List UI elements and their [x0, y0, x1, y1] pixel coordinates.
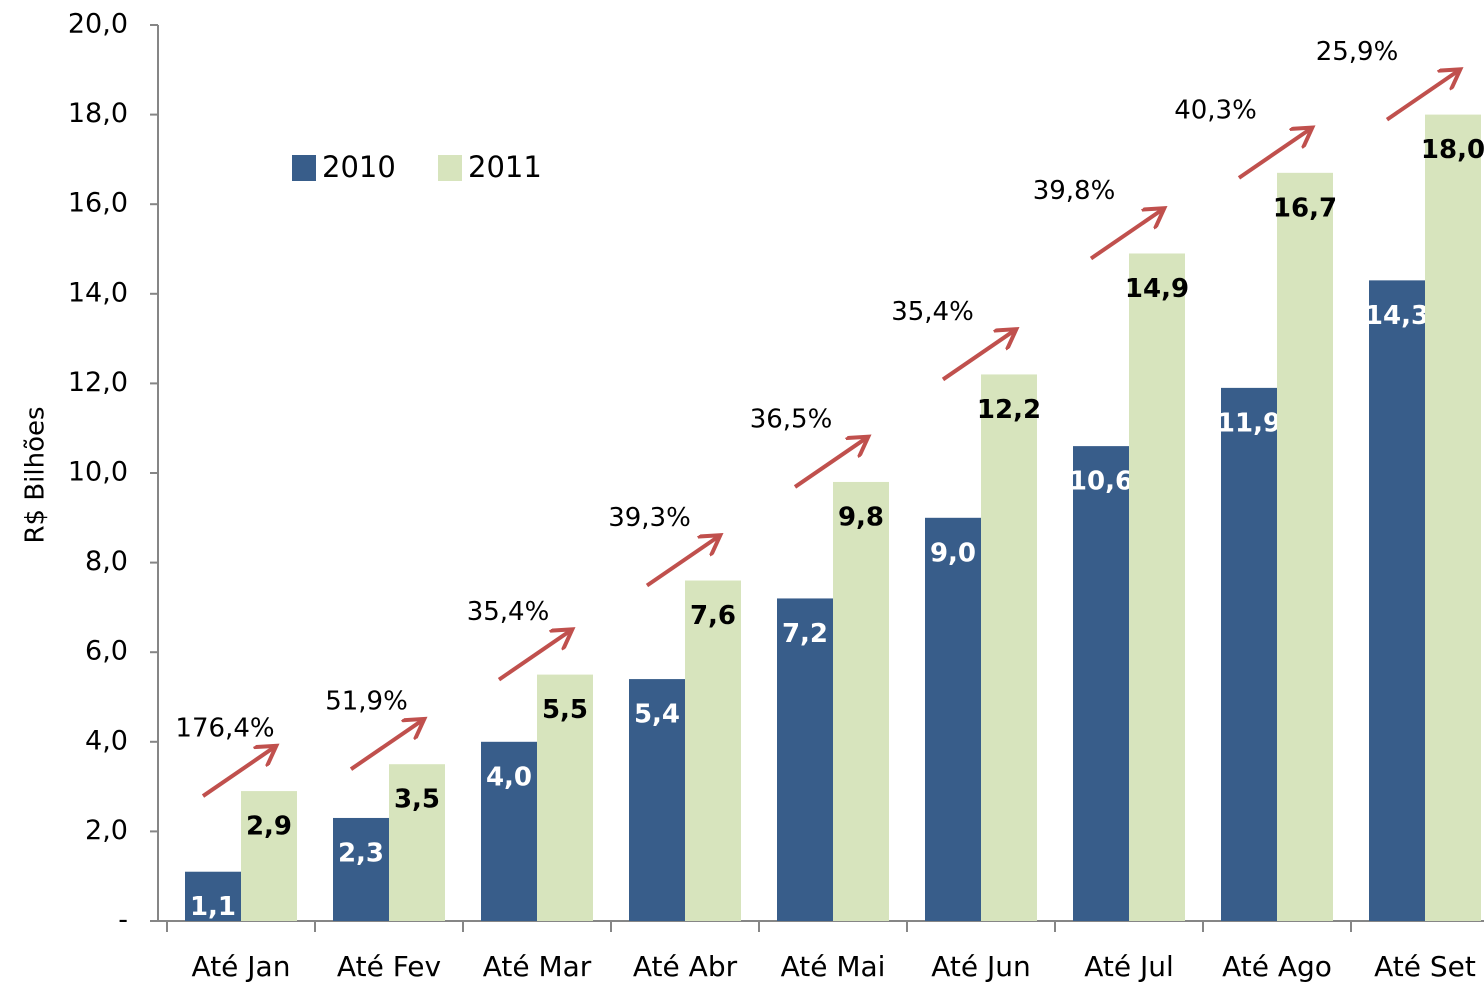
x-tick-label: Até Ago	[1222, 950, 1332, 983]
bar	[389, 764, 445, 921]
x-tick-label: Até Fev	[337, 950, 441, 983]
growth-arrow	[349, 721, 421, 771]
bar	[1073, 446, 1129, 921]
data-label: 12,2	[977, 395, 1041, 425]
data-label: 2,9	[246, 812, 292, 842]
data-label: 2,3	[338, 838, 384, 868]
bar	[685, 580, 741, 921]
bar	[333, 817, 389, 921]
y-tick-label: 12,0	[68, 367, 128, 398]
data-label: 9,8	[838, 502, 884, 532]
y-tick-label: 10,0	[68, 457, 128, 488]
data-label: 7,6	[690, 601, 736, 631]
growth-arrow	[941, 331, 1013, 382]
growth-label: 35,4%	[467, 597, 550, 627]
y-tick-label: 4,0	[85, 725, 128, 756]
data-label: 10,6	[1069, 467, 1133, 497]
y-tick-label: 6,0	[85, 636, 128, 667]
growth-label: 35,4%	[891, 297, 974, 327]
growth-label: 36,5%	[750, 404, 833, 434]
growth-arrow	[1237, 130, 1309, 180]
bar	[481, 741, 537, 921]
legend-label: 2011	[468, 150, 542, 184]
data-label: 5,4	[634, 700, 680, 730]
data-label: 14,9	[1125, 274, 1189, 304]
growth-label: 39,3%	[608, 503, 691, 533]
bar	[537, 674, 593, 921]
bar	[1129, 253, 1185, 922]
bar	[241, 791, 297, 921]
x-tick-label: Até Set	[1374, 950, 1476, 983]
bar	[1425, 114, 1481, 922]
growth-arrow	[497, 632, 569, 682]
legend-swatch	[438, 155, 462, 181]
data-label: 5,5	[542, 695, 588, 725]
bar	[629, 679, 685, 921]
x-tick-label: Até Mai	[781, 950, 886, 983]
growth-arrow	[793, 439, 865, 489]
bar	[185, 871, 241, 921]
data-label: 9,0	[930, 538, 976, 568]
growth-arrow	[1385, 72, 1457, 122]
x-tick-label: Até Jul	[1084, 950, 1174, 983]
y-tick-label: 20,0	[68, 9, 128, 40]
data-label: 3,5	[394, 785, 440, 815]
y-tick-label: 14,0	[68, 277, 128, 308]
data-label: 7,2	[782, 619, 828, 649]
data-label: 14,3	[1365, 301, 1429, 331]
bar	[1369, 280, 1425, 921]
x-tick-label: Até Jun	[931, 950, 1031, 983]
growth-label: 176,4%	[175, 714, 274, 744]
y-axis-title: R$ Bilhões	[21, 406, 51, 543]
y-tick-label: -	[118, 905, 128, 936]
growth-label: 25,9%	[1316, 37, 1399, 67]
bar	[1221, 387, 1277, 921]
data-label: 4,0	[486, 762, 532, 792]
x-tick-label: Até Abr	[633, 950, 738, 983]
bar	[925, 517, 981, 921]
data-label: 11,9	[1217, 408, 1281, 438]
data-label: 1,1	[190, 892, 236, 922]
growth-arrow	[1089, 210, 1161, 261]
legend-label: 2010	[322, 150, 396, 184]
y-tick-label: 16,0	[68, 188, 128, 219]
bar	[777, 598, 833, 921]
growth-label: 39,8%	[1033, 176, 1116, 206]
data-label: 18,0	[1421, 135, 1484, 165]
data-label: 16,7	[1273, 193, 1337, 223]
y-tick-label: 8,0	[85, 546, 128, 577]
y-tick-label: 2,0	[85, 815, 128, 846]
growth-arrow	[201, 748, 273, 798]
growth-label: 40,3%	[1174, 95, 1257, 125]
y-tick-label: 18,0	[68, 98, 128, 129]
legend-swatch	[292, 155, 316, 181]
bar	[833, 481, 889, 921]
bar	[1277, 172, 1333, 922]
x-tick-label: Até Mar	[483, 950, 592, 983]
x-tick-label: Até Jan	[192, 950, 291, 983]
growth-label: 51,9%	[325, 687, 408, 717]
bar	[981, 374, 1037, 921]
growth-arrow	[645, 538, 717, 588]
